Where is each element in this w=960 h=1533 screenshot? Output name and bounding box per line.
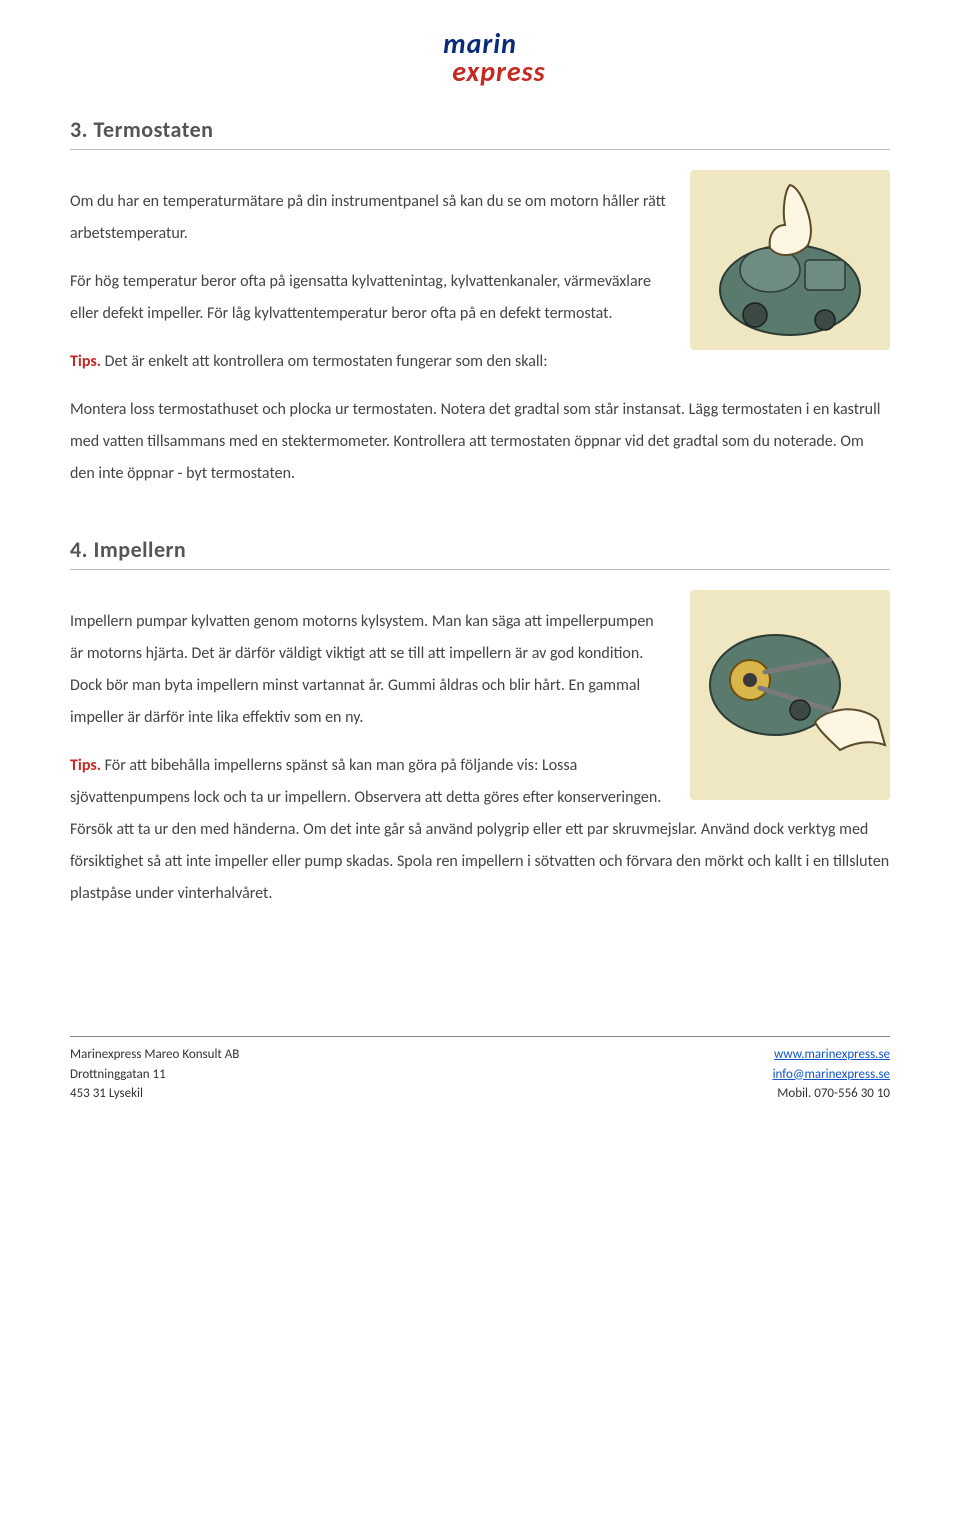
footer-email-link[interactable]: info@marinexpress.se [773, 1067, 890, 1082]
document-page: marin express 3. Termostaten Om du har e… [0, 0, 960, 1144]
section-3-title: 3. Termostaten [70, 116, 890, 150]
logo-line2: express [452, 58, 545, 86]
footer-left: Marinexpress Mareo Konsult AB Drottningg… [70, 1045, 239, 1104]
engine-illustration-icon [690, 170, 890, 350]
tips-label: Tips. [70, 352, 101, 371]
section-3-block: Om du har en temperaturmätare på din ins… [70, 170, 890, 506]
section-3-tips-text: Det är enkelt att kontrollera om termost… [101, 352, 547, 371]
section-3-tips: Tips. Det är enkelt att kontrollera om t… [70, 346, 890, 378]
footer-phone: Mobil. 070-556 30 10 [773, 1084, 890, 1104]
section-4-title: 4. Impellern [70, 536, 890, 570]
section-3-after-tips: Montera loss termostathuset och plocka u… [70, 394, 890, 490]
footer-website-link[interactable]: www.marinexpress.se [774, 1047, 890, 1062]
footer-company: Marinexpress Mareo Konsult AB [70, 1045, 239, 1065]
section-4-block: Impellern pumpar kylvatten genom motorns… [70, 590, 890, 926]
footer-address-2: 453 31 Lysekil [70, 1084, 239, 1104]
impeller-illustration-icon [690, 590, 890, 800]
footer-right: www.marinexpress.se info@marinexpress.se… [773, 1045, 890, 1104]
footer-rule [70, 1036, 890, 1045]
footer: Marinexpress Mareo Konsult AB Drottningg… [70, 1045, 890, 1104]
thermostat-illustration [690, 170, 890, 350]
logo-container: marin express [70, 30, 890, 86]
impeller-illustration [690, 590, 890, 800]
footer-address-1: Drottninggatan 11 [70, 1065, 239, 1085]
logo: marin express [414, 30, 545, 86]
tips-label-2: Tips. [70, 756, 101, 775]
